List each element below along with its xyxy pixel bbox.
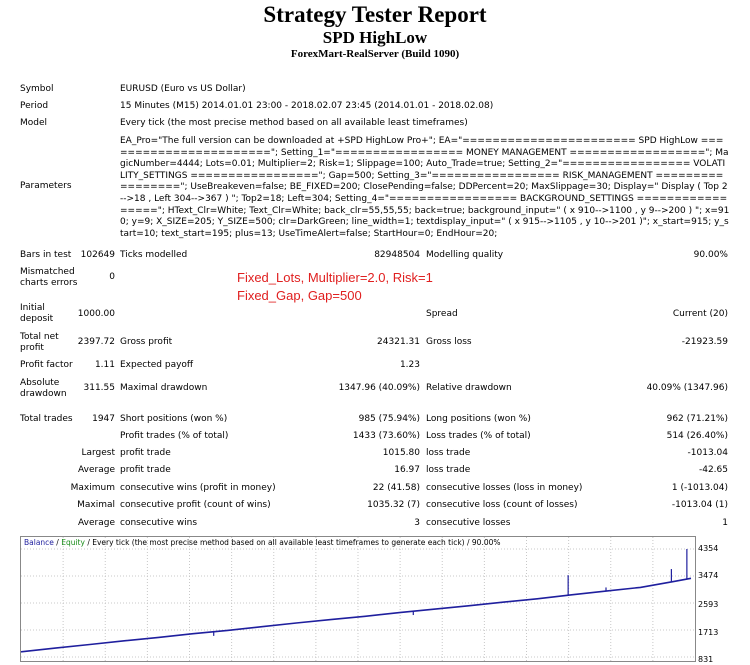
netprofit-value: 2397.72: [77, 337, 115, 347]
maximal-profit-value: 1035.32 (7): [367, 500, 420, 510]
average-profit-value: 16.97: [394, 465, 420, 475]
max-wins-label: consecutive wins (profit in money): [120, 483, 276, 493]
settings-note-line2: Fixed_Gap, Gap=500: [237, 288, 362, 303]
y-tick-label: 1713: [698, 628, 719, 637]
balance-chart: Balance / Equity / Every tick (the most …: [20, 536, 696, 662]
mismatch-value: 0: [109, 272, 115, 282]
avg-wins-label: consecutive wins: [120, 518, 198, 528]
ticks-label: Ticks modelled: [120, 250, 188, 260]
chart-legend: Balance / Equity / Every tick (the most …: [24, 538, 501, 547]
balance-chart-svg: [21, 537, 695, 661]
mismatch-label-line1: Mismatched: [20, 267, 75, 277]
y-tick-label: 3474: [698, 571, 719, 580]
average-label: Average: [78, 465, 115, 475]
ticks-value: 82948504: [374, 250, 420, 260]
profitfactor-value: 1.11: [94, 360, 115, 370]
largest-loss-label: loss trade: [426, 448, 471, 458]
grossprofit-value: 24321.31: [377, 337, 420, 347]
max-losses-label: consecutive losses (loss in money): [426, 483, 583, 493]
y-tick-label: 831: [698, 655, 714, 664]
legend-equity: Equity: [61, 538, 85, 547]
quality-label: Modelling quality: [426, 250, 504, 260]
avg-wins-value: 3: [414, 518, 420, 528]
period-value: 15 Minutes (M15) 2014.01.01 23:00 - 2018…: [120, 101, 494, 111]
mismatch-label-line2: charts errors: [20, 278, 78, 288]
balance-line: [21, 577, 692, 653]
average-loss-label: loss trade: [426, 465, 471, 475]
y-tick-label: 4354: [698, 544, 719, 553]
parameters-label: Parameters: [20, 181, 72, 191]
absdd-value: 311.55: [83, 383, 116, 393]
long-label: Long positions (won %): [426, 414, 531, 424]
largest-profit-value: 1015.80: [382, 448, 420, 458]
profit-trades-value: 1433 (73.60%): [352, 431, 420, 441]
model-value: Every tick (the most precise method base…: [120, 118, 468, 128]
legend-sep: /: [53, 538, 62, 547]
avg-losses-value: 1: [722, 518, 728, 528]
netprofit-label-line1: Total net: [20, 332, 59, 342]
long-value: 962 (71.21%): [666, 414, 728, 424]
reldd-label: Relative drawdown: [426, 383, 512, 393]
largest-profit-label: profit trade: [120, 448, 171, 458]
symbol-value: EURUSD (Euro vs US Dollar): [120, 84, 246, 94]
maximal-loss-label: consecutive loss (count of losses): [426, 500, 578, 510]
maxdd-value: 1347.96 (40.09%): [338, 383, 420, 393]
legend-desc: / Every tick (the most precise method ba…: [84, 538, 501, 547]
y-tick-label: 2593: [698, 600, 719, 609]
avg-losses-label: consecutive losses: [426, 518, 511, 528]
server-name: ForexMart-RealServer (Build 1090): [290, 48, 460, 60]
avg-label: Average: [78, 518, 115, 528]
profit-trades-label: Profit trades (% of total): [120, 431, 229, 441]
parameters-value: EA_Pro="The full version can be download…: [120, 136, 730, 239]
grossloss-value: -21923.59: [681, 337, 728, 347]
bars-value: 102649: [80, 250, 115, 260]
legend-balance: Balance: [24, 538, 54, 547]
max-wins-value: 22 (41.58): [372, 483, 420, 493]
short-value: 985 (75.94%): [358, 414, 420, 424]
spread-label: Spread: [426, 309, 458, 319]
model-label: Model: [20, 118, 48, 128]
report-title: Strategy Tester Report: [263, 2, 487, 27]
maximal-profit-label: consecutive profit (count of wins): [120, 500, 271, 510]
quality-value: 90.00%: [693, 250, 728, 260]
period-label: Period: [20, 101, 49, 111]
bars-label: Bars in test: [20, 250, 72, 260]
maximum-label: Maximum: [70, 483, 115, 493]
grossprofit-label: Gross profit: [120, 337, 173, 347]
payoff-value: 1.23: [399, 360, 420, 370]
average-loss-value: -42.65: [698, 465, 728, 475]
reldd-value: 40.09% (1347.96): [646, 383, 728, 393]
profitfactor-label: Profit factor: [20, 360, 73, 370]
absdd-label-line1: Absolute: [20, 378, 60, 388]
spread-value: Current (20): [672, 309, 728, 319]
average-profit-label: profit trade: [120, 465, 171, 475]
max-losses-value: 1 (-1013.04): [671, 483, 728, 493]
trades-label: Total trades: [20, 414, 73, 424]
ea-name: SPD HighLow: [322, 28, 428, 47]
deposit-label-line1: Initial: [20, 303, 45, 313]
loss-trades-value: 514 (26.40%): [666, 431, 728, 441]
symbol-label: Symbol: [20, 84, 54, 94]
maxdd-label: Maximal drawdown: [120, 383, 208, 393]
trades-value: 1947: [92, 414, 115, 424]
settings-note-line1: Fixed_Lots, Multiplier=2.0, Risk=1: [237, 270, 433, 285]
netprofit-label-line2: profit: [20, 343, 44, 353]
short-label: Short positions (won %): [120, 414, 228, 424]
deposit-label-line2: deposit: [20, 314, 54, 324]
grossloss-label: Gross loss: [426, 337, 472, 347]
deposit-value: 1000.00: [77, 309, 115, 319]
largest-label: Largest: [81, 448, 115, 458]
absdd-label-line2: drawdown: [20, 389, 67, 399]
maximal-label: Maximal: [77, 500, 115, 510]
largest-loss-value: -1013.04: [687, 448, 728, 458]
payoff-label: Expected payoff: [120, 360, 194, 370]
loss-trades-label: Loss trades (% of total): [426, 431, 531, 441]
maximal-loss-value: -1013.04 (1): [671, 500, 728, 510]
